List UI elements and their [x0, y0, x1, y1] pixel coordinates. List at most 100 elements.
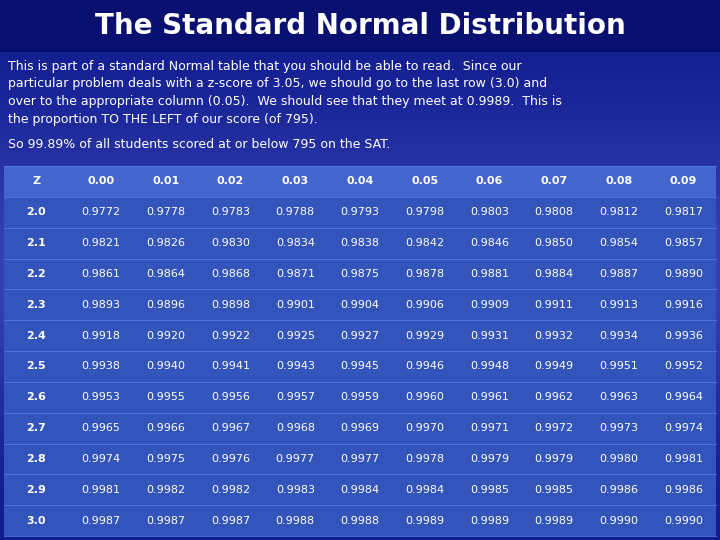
Text: 0.9981: 0.9981: [664, 454, 703, 464]
Text: 0.9934: 0.9934: [600, 330, 639, 341]
Bar: [4, 197, 716, 228]
Text: 0.9989: 0.9989: [470, 516, 509, 525]
Text: 0.9980: 0.9980: [600, 454, 639, 464]
Text: 0.9884: 0.9884: [535, 269, 574, 279]
Text: 0.9821: 0.9821: [81, 238, 120, 248]
Text: 0.9871: 0.9871: [276, 269, 315, 279]
Text: 0.9974: 0.9974: [664, 423, 703, 433]
Text: 0.9989: 0.9989: [535, 516, 574, 525]
Bar: [4, 382, 716, 413]
Text: 0.9906: 0.9906: [405, 300, 444, 310]
Text: 0.9881: 0.9881: [470, 269, 509, 279]
Text: 0.9929: 0.9929: [405, 330, 444, 341]
Text: 0.9918: 0.9918: [81, 330, 120, 341]
Text: 0.05: 0.05: [411, 177, 438, 186]
Text: 0.9975: 0.9975: [146, 454, 185, 464]
Text: 0.9913: 0.9913: [600, 300, 639, 310]
Text: 0.9956: 0.9956: [211, 392, 250, 402]
Text: 0.9936: 0.9936: [664, 330, 703, 341]
Text: 0.9842: 0.9842: [405, 238, 444, 248]
Text: 0.9922: 0.9922: [211, 330, 250, 341]
Text: 0.9970: 0.9970: [405, 423, 444, 433]
Text: 0.9976: 0.9976: [211, 454, 250, 464]
Text: 0.9945: 0.9945: [341, 361, 379, 372]
Text: 0.9979: 0.9979: [470, 454, 509, 464]
Text: 0.9977: 0.9977: [276, 454, 315, 464]
Text: 0.9986: 0.9986: [600, 485, 639, 495]
Text: 0.06: 0.06: [476, 177, 503, 186]
Text: 0.9952: 0.9952: [664, 361, 703, 372]
Text: 0.9963: 0.9963: [600, 392, 639, 402]
Text: 0.9850: 0.9850: [535, 238, 574, 248]
Text: 0.9972: 0.9972: [535, 423, 574, 433]
Text: 0.9830: 0.9830: [211, 238, 250, 248]
Text: 0.9857: 0.9857: [664, 238, 703, 248]
Text: 0.9826: 0.9826: [146, 238, 185, 248]
Bar: [4, 351, 716, 382]
Text: 0.9986: 0.9986: [664, 485, 703, 495]
Text: 0.9932: 0.9932: [535, 330, 574, 341]
Bar: [4, 166, 716, 197]
Text: 0.9985: 0.9985: [535, 485, 574, 495]
Text: 0.9878: 0.9878: [405, 269, 444, 279]
Text: 0.9901: 0.9901: [276, 300, 315, 310]
Text: 0.9967: 0.9967: [211, 423, 250, 433]
Text: 0.9961: 0.9961: [470, 392, 509, 402]
Bar: [4, 289, 716, 320]
Bar: [4, 413, 716, 443]
Text: 0.9909: 0.9909: [470, 300, 509, 310]
Text: 0.9793: 0.9793: [341, 207, 379, 217]
Text: 0.9812: 0.9812: [600, 207, 639, 217]
Text: 0.9974: 0.9974: [81, 454, 121, 464]
Text: 0.9977: 0.9977: [341, 454, 379, 464]
Text: 0.9938: 0.9938: [81, 361, 120, 372]
Text: This is part of a standard Normal table that you should be able to read.  Since : This is part of a standard Normal table …: [8, 60, 562, 125]
Text: 0.9890: 0.9890: [664, 269, 703, 279]
Text: 0.9898: 0.9898: [211, 300, 250, 310]
Text: 0.9957: 0.9957: [276, 392, 315, 402]
Text: 0.9772: 0.9772: [81, 207, 121, 217]
Text: 0.9798: 0.9798: [405, 207, 444, 217]
Text: 0.9788: 0.9788: [276, 207, 315, 217]
Text: 2.6: 2.6: [27, 392, 46, 402]
Text: 0.9964: 0.9964: [664, 392, 703, 402]
Bar: [4, 228, 716, 259]
Text: 2.3: 2.3: [27, 300, 46, 310]
Text: 0.02: 0.02: [217, 177, 244, 186]
Text: 0.9987: 0.9987: [211, 516, 250, 525]
Bar: [4, 505, 716, 536]
Text: 0.9803: 0.9803: [470, 207, 509, 217]
Text: 2.8: 2.8: [27, 454, 46, 464]
Bar: [4, 320, 716, 351]
Text: 2.0: 2.0: [27, 207, 46, 217]
Text: 2.4: 2.4: [27, 330, 46, 341]
Text: The Standard Normal Distribution: The Standard Normal Distribution: [94, 12, 626, 40]
Text: 0.00: 0.00: [88, 177, 114, 186]
Text: 2.1: 2.1: [27, 238, 46, 248]
Text: 0.9896: 0.9896: [146, 300, 185, 310]
Text: 0.9949: 0.9949: [535, 361, 574, 372]
Text: 0.9990: 0.9990: [600, 516, 639, 525]
Text: 0.9990: 0.9990: [664, 516, 703, 525]
Text: 0.9887: 0.9887: [599, 269, 639, 279]
Text: 0.9864: 0.9864: [146, 269, 185, 279]
Text: 0.9955: 0.9955: [146, 392, 185, 402]
Text: 0.9861: 0.9861: [81, 269, 120, 279]
Bar: [0, 0, 720, 52]
Text: 0.08: 0.08: [606, 177, 633, 186]
Text: 0.9943: 0.9943: [276, 361, 315, 372]
Text: 0.9925: 0.9925: [276, 330, 315, 341]
Text: 0.09: 0.09: [670, 177, 698, 186]
Text: 0.9987: 0.9987: [81, 516, 121, 525]
Text: 0.04: 0.04: [346, 177, 374, 186]
Text: 0.9953: 0.9953: [81, 392, 120, 402]
Text: 0.9951: 0.9951: [600, 361, 639, 372]
Text: 0.9989: 0.9989: [405, 516, 444, 525]
Bar: [4, 443, 716, 474]
Text: 2.9: 2.9: [27, 485, 46, 495]
Text: 0.9962: 0.9962: [535, 392, 574, 402]
Text: 0.9985: 0.9985: [470, 485, 509, 495]
Bar: [4, 259, 716, 289]
Text: 0.01: 0.01: [152, 177, 179, 186]
Text: So 99.89% of all students scored at or below 795 on the SAT.: So 99.89% of all students scored at or b…: [8, 138, 390, 151]
